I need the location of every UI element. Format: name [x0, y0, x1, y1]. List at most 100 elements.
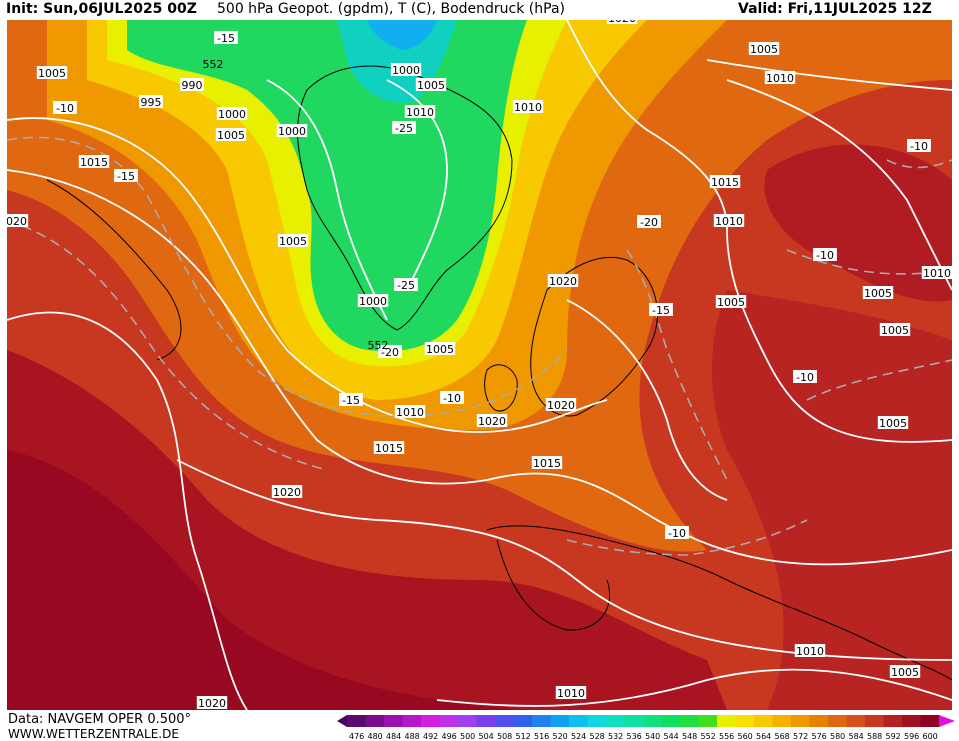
legend-value: 524 [571, 732, 586, 741]
temperature-label: -10 [793, 370, 817, 384]
legend-swatch [347, 715, 366, 727]
legend-swatch [865, 715, 884, 727]
legend-swatch [772, 715, 792, 727]
legend-value: 588 [867, 732, 882, 741]
svg-text:1005: 1005 [891, 666, 919, 679]
svg-text:1010: 1010 [923, 267, 951, 280]
legend-swatch [421, 715, 440, 727]
legend-value: 480 [368, 732, 383, 741]
legend-swatch [569, 715, 588, 727]
legend-swatch [439, 715, 459, 727]
pressure-label: 1020 [476, 414, 508, 428]
color-legend: 476 480 484 488 492 496 500 504 508 512 516 520 524 5… [337, 715, 955, 741]
pressure-label: 1020 [545, 398, 577, 412]
svg-text:1005: 1005 [217, 129, 245, 142]
valid-time-label: Valid: Fri,11JUL2025 12Z [738, 1, 932, 17]
legend-swatch [532, 715, 551, 727]
isobar-lines [7, 20, 952, 710]
svg-text:1010: 1010 [557, 687, 585, 700]
website-label: WWW.WETTERZENTRALE.DE [8, 727, 179, 741]
svg-text:995: 995 [141, 96, 162, 109]
pressure-label: 1015 [78, 155, 110, 169]
field-south-core [7, 450, 527, 710]
pressure-label: 1005 [879, 323, 911, 337]
svg-text:-10: -10 [910, 140, 928, 153]
legend-arrow-right [939, 715, 955, 727]
svg-text:-20: -20 [381, 346, 399, 359]
svg-text:552: 552 [368, 339, 389, 352]
pressure-label: 1005 [415, 78, 447, 92]
svg-text:1020: 1020 [547, 399, 575, 412]
legend-value: 512 [516, 732, 531, 741]
legend-value: 528 [590, 732, 605, 741]
temperature-label: -10 [907, 139, 931, 153]
svg-text:-15: -15 [217, 32, 235, 45]
temperature-label: -20 [378, 345, 402, 359]
svg-text:1015: 1015 [533, 457, 561, 470]
legend-value: 540 [645, 732, 660, 741]
legend-arrow-left [337, 715, 347, 727]
legend-value: 532 [608, 732, 623, 741]
field-east-band [712, 290, 952, 710]
svg-text:-15: -15 [342, 394, 360, 407]
svg-text:1000: 1000 [278, 125, 306, 138]
legend-value: 584 [849, 732, 864, 741]
pressure-label: 1000 [357, 294, 389, 308]
temperature-label: -15 [214, 31, 238, 45]
temperature-label: -10 [665, 526, 689, 540]
pressure-label: 1005 [424, 342, 456, 356]
svg-text:1010: 1010 [766, 72, 794, 85]
pressure-label: 1005 [215, 128, 247, 142]
svg-text:1000: 1000 [392, 64, 420, 77]
legend-swatch [550, 715, 570, 727]
legend-swatch [643, 715, 662, 727]
pressure-label: 1020 [271, 485, 303, 499]
field-east-high [764, 144, 952, 302]
legend-swatch [754, 715, 773, 727]
svg-text:-20: -20 [640, 216, 658, 229]
legend-swatch [735, 715, 755, 727]
svg-text:1010: 1010 [406, 106, 434, 119]
legend-swatch [809, 715, 829, 727]
pressure-label: 1010 [404, 105, 436, 119]
pressure-label: 1005 [36, 66, 68, 80]
legend-value: 488 [405, 732, 420, 741]
iberia-coastline [496, 539, 611, 631]
legend-swatch [920, 715, 940, 727]
pressure-label: 1000 [216, 107, 248, 121]
legend-value: 508 [497, 732, 512, 741]
pressure-label: 1005 [277, 234, 309, 248]
svg-text:1020: 1020 [198, 697, 226, 710]
svg-text:-10: -10 [443, 392, 461, 405]
legend-swatch [680, 715, 699, 727]
temperature-label: -15 [114, 169, 138, 183]
mediterranean-coastline [486, 525, 952, 681]
svg-text:-10: -10 [56, 102, 74, 115]
svg-text:1015: 1015 [80, 156, 108, 169]
legend-swatch [661, 715, 681, 727]
legend-swatch [587, 715, 607, 727]
legend-swatch [476, 715, 496, 727]
pressure-label: 1005 [889, 665, 921, 679]
legend-value: 596 [904, 732, 919, 741]
pressure-label: 1015 [531, 456, 563, 470]
pressure-label: 1010 [512, 100, 544, 114]
pressure-labels: 1005 995 990 1000 1005 1000 1000 1005 1010 1010 10… [7, 20, 952, 710]
pressure-label: 1010 [713, 214, 745, 228]
chart-title: 500 hPa Geopot. (gpdm), T (C), Bodendruc… [217, 1, 565, 17]
svg-text:1005: 1005 [717, 296, 745, 309]
svg-text:-25: -25 [395, 122, 413, 135]
pressure-label: 1010 [921, 266, 952, 280]
svg-text:1020: 1020 [273, 486, 301, 499]
pressure-label: 1010 [794, 644, 826, 658]
legend-value: 556 [719, 732, 734, 741]
legend-swatch [717, 715, 736, 727]
svg-text:1005: 1005 [864, 287, 892, 300]
svg-text:-25: -25 [397, 279, 415, 292]
legend-value: 500 [460, 732, 475, 741]
svg-text:1005: 1005 [417, 79, 445, 92]
legend-swatch [883, 715, 903, 727]
svg-text:1020: 1020 [608, 20, 636, 25]
legend-swatch [846, 715, 866, 727]
temperature-label: -15 [649, 303, 673, 317]
